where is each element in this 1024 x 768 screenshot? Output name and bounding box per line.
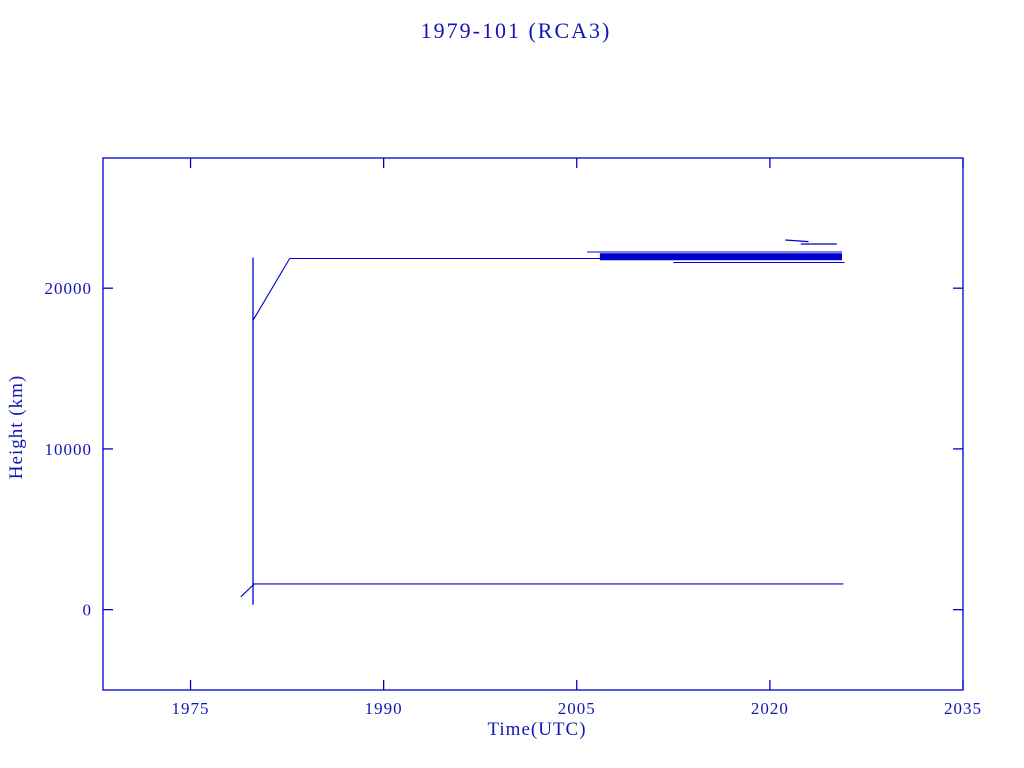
series-apogee-high-dash-1 [785, 239, 809, 243]
y-tick-label: 10000 [45, 440, 93, 459]
y-axis-label: Height (km) [6, 375, 27, 479]
series-apogee-height [252, 257, 609, 321]
chart-title: 1979-101 (RCA3) [421, 18, 612, 43]
x-axis-label: Time(UTC) [487, 719, 586, 740]
plot-frame [102, 157, 964, 691]
y-tick-label: 20000 [45, 279, 93, 298]
y-tick-label: 0 [83, 601, 93, 620]
x-tick-label: 2020 [751, 699, 789, 718]
series-perigee-rise [240, 583, 255, 598]
x-tick-label: 1975 [172, 699, 210, 718]
x-tick-label: 2035 [944, 699, 982, 718]
x-tick-label: 2005 [558, 699, 596, 718]
x-tick-label: 1990 [365, 699, 403, 718]
